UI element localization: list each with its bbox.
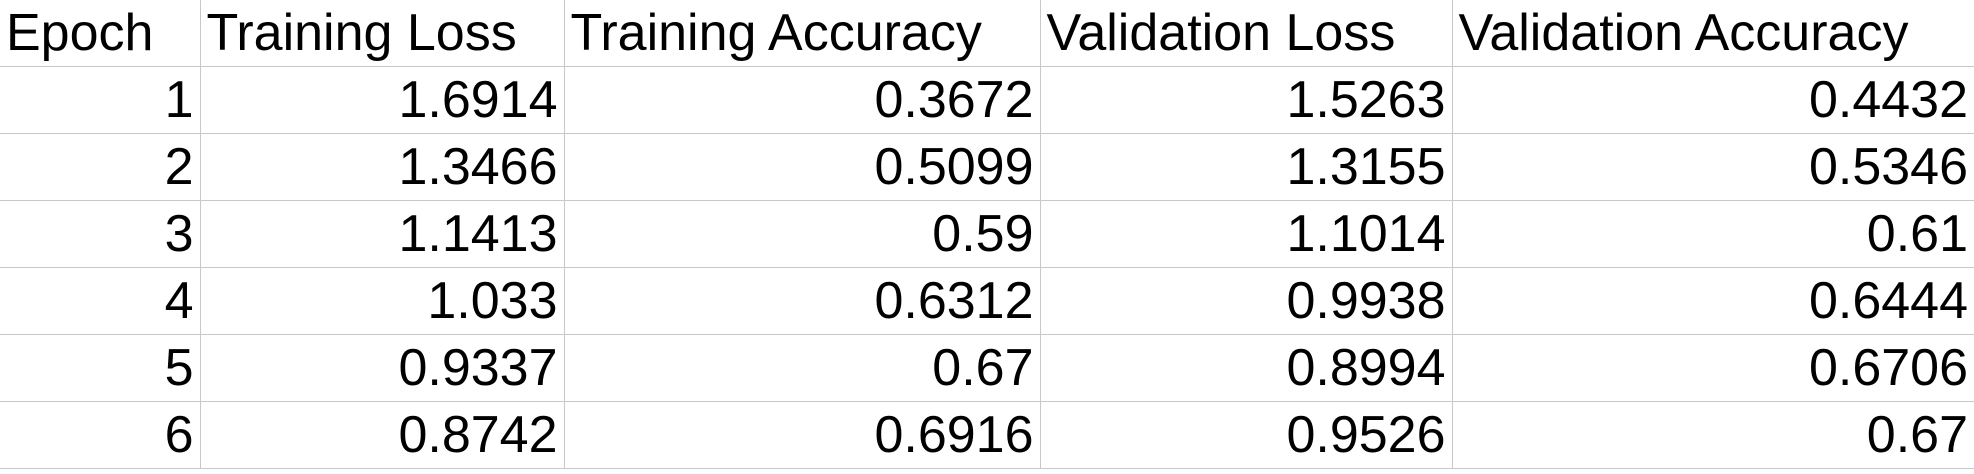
- cell-training-loss[interactable]: 1.1413: [199, 200, 565, 268]
- cell-validation-loss[interactable]: 1.1014: [1039, 200, 1453, 268]
- cell-validation-accuracy[interactable]: 0.6706: [1451, 334, 1974, 402]
- table-row: 4 1.033 0.6312 0.9938 0.6444: [0, 267, 1974, 335]
- cell-validation-loss[interactable]: 0.9526: [1039, 401, 1453, 469]
- cell-training-accuracy[interactable]: 0.6312: [563, 267, 1041, 335]
- cell-validation-accuracy[interactable]: 0.67: [1451, 401, 1974, 469]
- header-cell-training-accuracy[interactable]: Training Accuracy: [563, 0, 1041, 67]
- cell-training-loss[interactable]: 1.033: [199, 267, 565, 335]
- cell-training-loss[interactable]: 0.8742: [199, 401, 565, 469]
- cell-validation-accuracy[interactable]: 0.6444: [1451, 267, 1974, 335]
- table-row: 5 0.9337 0.67 0.8994 0.6706: [0, 334, 1974, 402]
- cell-training-loss[interactable]: 1.3466: [199, 133, 565, 201]
- header-cell-epoch[interactable]: Epoch: [0, 0, 201, 67]
- cell-training-accuracy[interactable]: 0.6916: [563, 401, 1041, 469]
- cell-validation-loss[interactable]: 1.3155: [1039, 133, 1453, 201]
- header-cell-validation-accuracy[interactable]: Validation Accuracy: [1451, 0, 1974, 67]
- cell-epoch[interactable]: 1: [0, 66, 201, 134]
- table-row: 1 1.6914 0.3672 1.5263 0.4432: [0, 66, 1974, 134]
- cell-epoch[interactable]: 3: [0, 200, 201, 268]
- cell-epoch[interactable]: 5: [0, 334, 201, 402]
- cell-validation-accuracy[interactable]: 0.5346: [1451, 133, 1974, 201]
- cell-validation-accuracy[interactable]: 0.4432: [1451, 66, 1974, 134]
- cell-epoch[interactable]: 6: [0, 401, 201, 469]
- header-row: Epoch Training Loss Training Accuracy Va…: [0, 0, 1974, 67]
- cell-validation-loss[interactable]: 1.5263: [1039, 66, 1453, 134]
- header-cell-validation-loss[interactable]: Validation Loss: [1039, 0, 1453, 67]
- cell-validation-loss[interactable]: 0.8994: [1039, 334, 1453, 402]
- cell-validation-loss[interactable]: 0.9938: [1039, 267, 1453, 335]
- table-row: 6 0.8742 0.6916 0.9526 0.67: [0, 401, 1974, 469]
- cell-epoch[interactable]: 4: [0, 267, 201, 335]
- cell-training-accuracy[interactable]: 0.3672: [563, 66, 1041, 134]
- cell-validation-accuracy[interactable]: 0.61: [1451, 200, 1974, 268]
- cell-training-loss[interactable]: 1.6914: [199, 66, 565, 134]
- cell-training-accuracy[interactable]: 0.67: [563, 334, 1041, 402]
- table-row: 2 1.3466 0.5099 1.3155 0.5346: [0, 133, 1974, 201]
- cell-training-accuracy[interactable]: 0.5099: [563, 133, 1041, 201]
- header-cell-training-loss[interactable]: Training Loss: [199, 0, 565, 67]
- cell-training-loss[interactable]: 0.9337: [199, 334, 565, 402]
- cell-training-accuracy[interactable]: 0.59: [563, 200, 1041, 268]
- table-row: 3 1.1413 0.59 1.1014 0.61: [0, 200, 1974, 268]
- cell-epoch[interactable]: 2: [0, 133, 201, 201]
